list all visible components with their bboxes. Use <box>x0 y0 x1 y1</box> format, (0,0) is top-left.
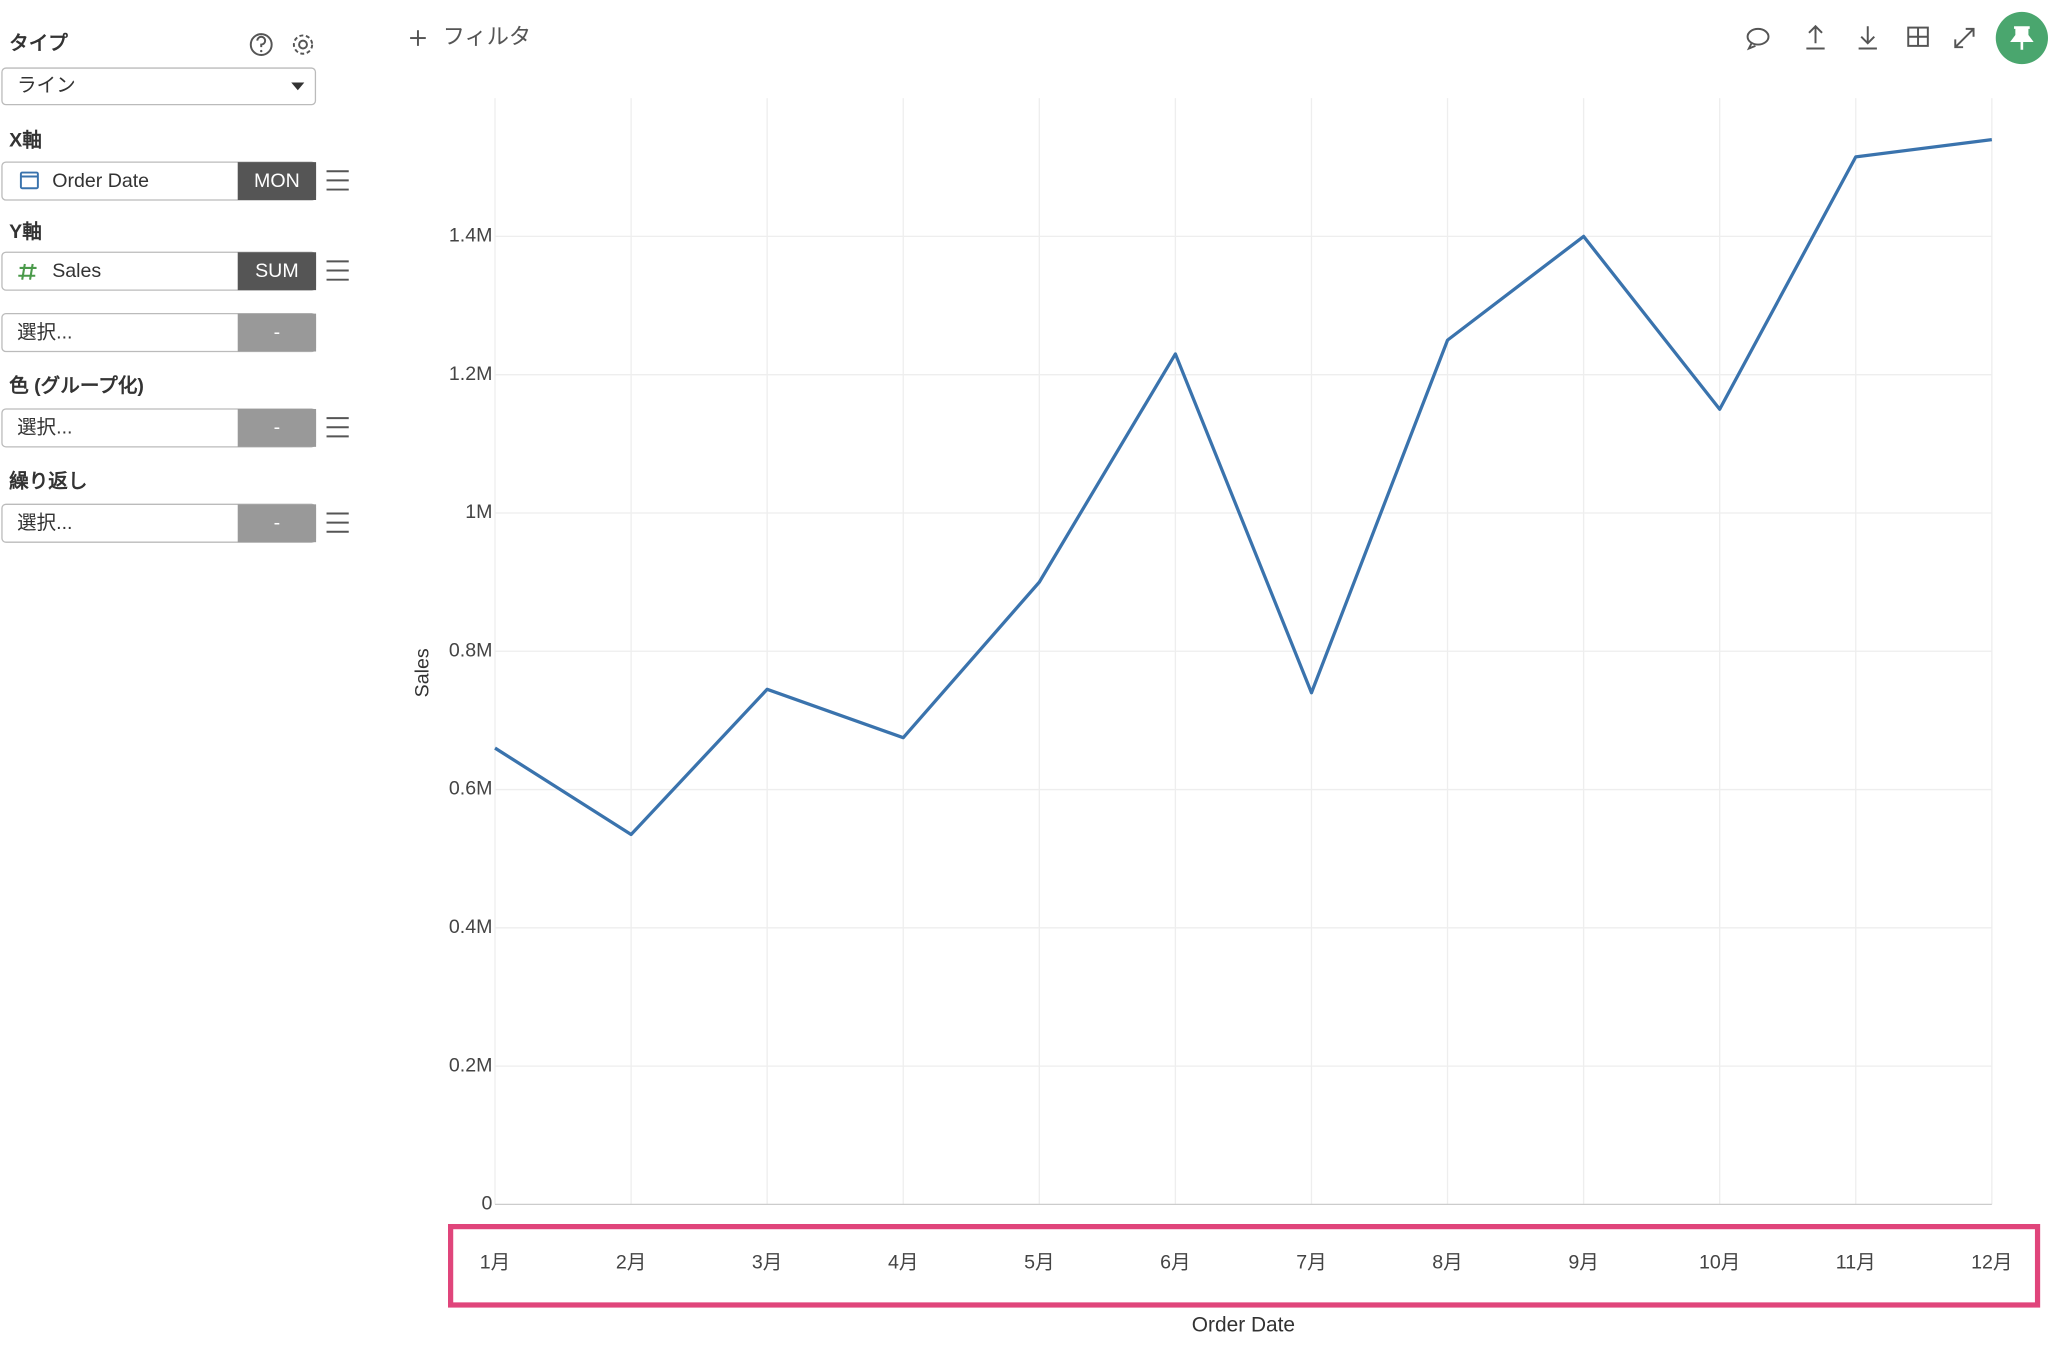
menu-icon[interactable] <box>326 170 349 191</box>
help-icon[interactable] <box>249 33 273 56</box>
y-axis-title: Sales <box>411 648 433 697</box>
filter-button[interactable]: フィルタ <box>410 24 531 49</box>
y-tick-label: 0.4M <box>449 916 493 938</box>
y-agg: SUM <box>255 260 299 282</box>
menu-icon[interactable] <box>326 512 349 533</box>
sidebar: タイプ ライン X軸 Order Date MON Y軸 Sales SUM <box>1 32 349 543</box>
x-tick-label: 12月 <box>1971 1251 2012 1273</box>
y-tick-label: 0.2M <box>449 1054 493 1076</box>
upload-icon[interactable] <box>1806 24 1825 50</box>
data-line <box>494 137 1993 837</box>
color-label: 色 (グループ化) <box>9 374 144 397</box>
menu-icon[interactable] <box>326 417 349 438</box>
filter-label: フィルタ <box>443 24 531 49</box>
toolbar-icons <box>1746 24 1975 51</box>
y2-placeholder: 選択... <box>17 321 72 343</box>
color-placeholder: 選択... <box>17 417 72 439</box>
y2-agg: - <box>274 321 281 343</box>
repeat-label: 繰り返し <box>9 469 87 492</box>
comment-icon[interactable] <box>1746 27 1770 51</box>
x-tick-label: 11月 <box>1836 1251 1876 1273</box>
x-tick-label: 2月 <box>616 1251 646 1273</box>
y-tick-label: 1.4M <box>449 225 493 247</box>
x-tick-label: 9月 <box>1568 1251 1598 1273</box>
x-tick-label: 3月 <box>752 1251 782 1273</box>
type-select[interactable]: ライン <box>1 67 317 106</box>
repeat-placeholder: 選択... <box>17 512 72 534</box>
x-tick-label: 1月 <box>480 1251 510 1273</box>
highlight-box <box>448 1223 2041 1308</box>
x-axis-title: Order Date <box>1192 1313 1295 1336</box>
x-tick-label: 4月 <box>888 1251 918 1273</box>
x-field-name: Order Date <box>52 170 149 192</box>
x-tick-label: 6月 <box>1160 1251 1190 1273</box>
x-agg: MON <box>254 170 300 192</box>
pin-button[interactable] <box>1995 11 2048 65</box>
download-icon[interactable] <box>1858 26 1877 50</box>
y-field[interactable]: Sales SUM <box>1 251 317 291</box>
y-tick-label: 0.6M <box>449 778 493 800</box>
y-tick-label: 0.8M <box>449 639 493 661</box>
y-tick-label: 1.2M <box>449 363 493 385</box>
x-tick-label: 8月 <box>1432 1251 1462 1273</box>
type-value: ライン <box>17 75 76 97</box>
type-label: タイプ <box>9 32 68 55</box>
color-agg: - <box>274 417 281 439</box>
y2-field[interactable]: 選択... - <box>1 312 317 353</box>
repeat-field[interactable]: 選択... - <box>1 503 317 543</box>
color-field[interactable]: 選択... - <box>1 408 317 448</box>
y-tick-label: 0 <box>482 1193 493 1215</box>
expand-icon[interactable] <box>1954 27 1975 49</box>
y-tick-label: 1M <box>465 501 492 523</box>
x-tick-label: 10月 <box>1699 1251 1740 1273</box>
y-field-name: Sales <box>52 260 101 282</box>
x-axis-label: X軸 <box>9 128 42 151</box>
menu-icon[interactable] <box>326 260 349 281</box>
chart: 12月 11月 10月 9月 8月 7月 6月 5月 4月 3月 2月 1月 1.4M 1.2M 1M 0.8… <box>411 98 2041 1336</box>
x-field[interactable]: Order Date MON <box>1 161 317 201</box>
x-tick-label: 7月 <box>1296 1251 1326 1273</box>
repeat-agg: - <box>274 512 281 534</box>
y-axis-label: Y軸 <box>9 220 42 243</box>
table-icon[interactable] <box>1907 26 1929 47</box>
x-tick-label: 5月 <box>1024 1251 1054 1273</box>
settings-icon[interactable] <box>292 34 314 55</box>
